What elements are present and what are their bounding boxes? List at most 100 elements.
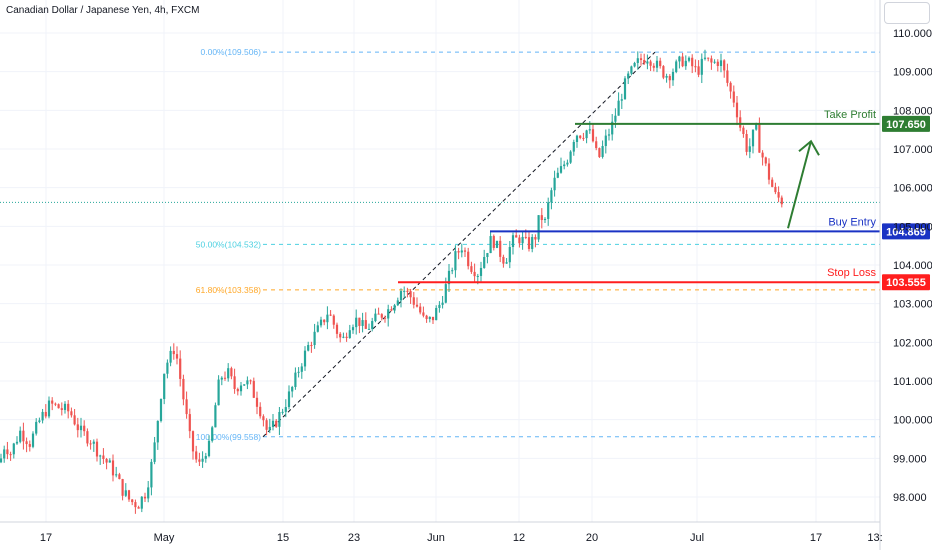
candle-up bbox=[163, 373, 166, 400]
candle-up bbox=[460, 250, 463, 253]
candle-down bbox=[473, 271, 476, 277]
candle-down bbox=[540, 215, 543, 221]
candle-up bbox=[326, 314, 329, 323]
x-tick-label: 17 bbox=[810, 532, 822, 544]
candle-down bbox=[259, 406, 262, 417]
candle-down bbox=[745, 134, 748, 152]
fibonacci-levels: 0.00%(109.506) 50.00%(104.532) 61.80%(103.… bbox=[0, 47, 880, 442]
candle-down bbox=[121, 479, 124, 496]
candle-up bbox=[486, 253, 489, 258]
candle-up bbox=[3, 449, 6, 459]
x-tick-label: Jul bbox=[690, 532, 704, 544]
candle-up bbox=[150, 461, 153, 488]
candle-up bbox=[748, 146, 751, 152]
candle-down bbox=[172, 350, 175, 355]
candle-up bbox=[35, 421, 38, 434]
candle-up bbox=[447, 270, 451, 285]
trade-levels: Take Profit 107.650 Buy Entry 104.869 Stop L… bbox=[398, 109, 930, 291]
candle-down bbox=[415, 304, 419, 307]
candle-up bbox=[374, 313, 377, 322]
candle-down bbox=[591, 129, 595, 142]
fib-level-label: 61.80%(103.358) bbox=[196, 285, 261, 295]
candle-down bbox=[582, 137, 585, 139]
candle-down bbox=[758, 124, 761, 153]
level-price-tag bbox=[882, 115, 930, 132]
candle-up bbox=[367, 328, 371, 330]
candle-up bbox=[348, 330, 351, 338]
candle-down bbox=[771, 179, 774, 187]
candle-up bbox=[115, 474, 118, 476]
candle-down bbox=[662, 66, 665, 78]
candle-up bbox=[278, 411, 281, 427]
candle-up bbox=[547, 202, 550, 219]
candle-down bbox=[470, 266, 473, 272]
candle-down bbox=[524, 236, 527, 238]
candle-down bbox=[518, 237, 521, 244]
candle-up bbox=[687, 57, 691, 61]
candle-up bbox=[342, 336, 345, 338]
candle-up bbox=[287, 391, 291, 408]
candle-up bbox=[201, 458, 204, 462]
candle-up bbox=[41, 411, 44, 421]
level-price-tag bbox=[882, 274, 930, 291]
candle-up bbox=[646, 61, 649, 64]
candle-up bbox=[719, 60, 723, 66]
candle-up bbox=[623, 78, 627, 100]
candle-up bbox=[563, 164, 566, 167]
y-tick-label: 110.000 bbox=[893, 28, 932, 40]
candle-up bbox=[393, 305, 396, 311]
candle-down bbox=[425, 315, 428, 320]
candle-down bbox=[777, 192, 780, 198]
candle-down bbox=[95, 441, 99, 457]
candle-down bbox=[143, 496, 147, 499]
candle-up bbox=[495, 240, 499, 248]
candle-up bbox=[399, 291, 403, 301]
x-tick-label: 15 bbox=[277, 532, 289, 544]
candle-down bbox=[76, 424, 79, 431]
candle-up bbox=[755, 124, 758, 130]
candle-up bbox=[521, 236, 524, 244]
candle-up bbox=[630, 66, 633, 74]
candle-down bbox=[105, 459, 108, 463]
x-tick-label: Jun bbox=[427, 532, 445, 544]
candle-down bbox=[419, 306, 422, 313]
candle-up bbox=[614, 115, 617, 122]
x-tick-label: May bbox=[154, 532, 175, 544]
candle-up bbox=[297, 371, 300, 373]
candle-up bbox=[713, 61, 716, 63]
candle-down bbox=[767, 163, 771, 180]
candle-up bbox=[316, 325, 319, 332]
candle-up bbox=[63, 403, 67, 410]
candle-down bbox=[380, 314, 383, 318]
candle-up bbox=[675, 61, 678, 72]
fib-trend-line bbox=[262, 51, 656, 438]
candle-down bbox=[710, 58, 713, 63]
y-tick-label: 99.000 bbox=[893, 453, 927, 465]
candle-down bbox=[118, 474, 121, 480]
candle-down bbox=[255, 397, 259, 407]
candle-down bbox=[6, 449, 9, 455]
level-name: Buy Entry bbox=[828, 216, 876, 228]
y-tick-label: 104.000 bbox=[893, 260, 932, 272]
candle-down bbox=[732, 91, 735, 103]
candle-down bbox=[73, 415, 76, 425]
projection-arrow-shaft bbox=[787, 141, 812, 229]
candle-down bbox=[377, 313, 380, 315]
candle-down bbox=[534, 237, 537, 240]
candle-down bbox=[195, 451, 198, 460]
chart-title: Canadian Dollar / Japanese Yen, 4h, FXCM bbox=[6, 5, 200, 16]
candle-down bbox=[131, 499, 134, 503]
candle-down bbox=[182, 378, 185, 400]
candle-down bbox=[28, 444, 31, 447]
candle-down bbox=[249, 380, 252, 382]
scale-settings-button[interactable] bbox=[884, 2, 930, 24]
candle-up bbox=[671, 71, 675, 81]
candle-up bbox=[300, 366, 303, 372]
candle-down bbox=[681, 56, 684, 67]
candle-up bbox=[124, 490, 127, 496]
x-tick-label: 23 bbox=[348, 532, 360, 544]
candle-up bbox=[294, 372, 297, 387]
level-price-tag-text: 104.869 bbox=[886, 226, 926, 238]
